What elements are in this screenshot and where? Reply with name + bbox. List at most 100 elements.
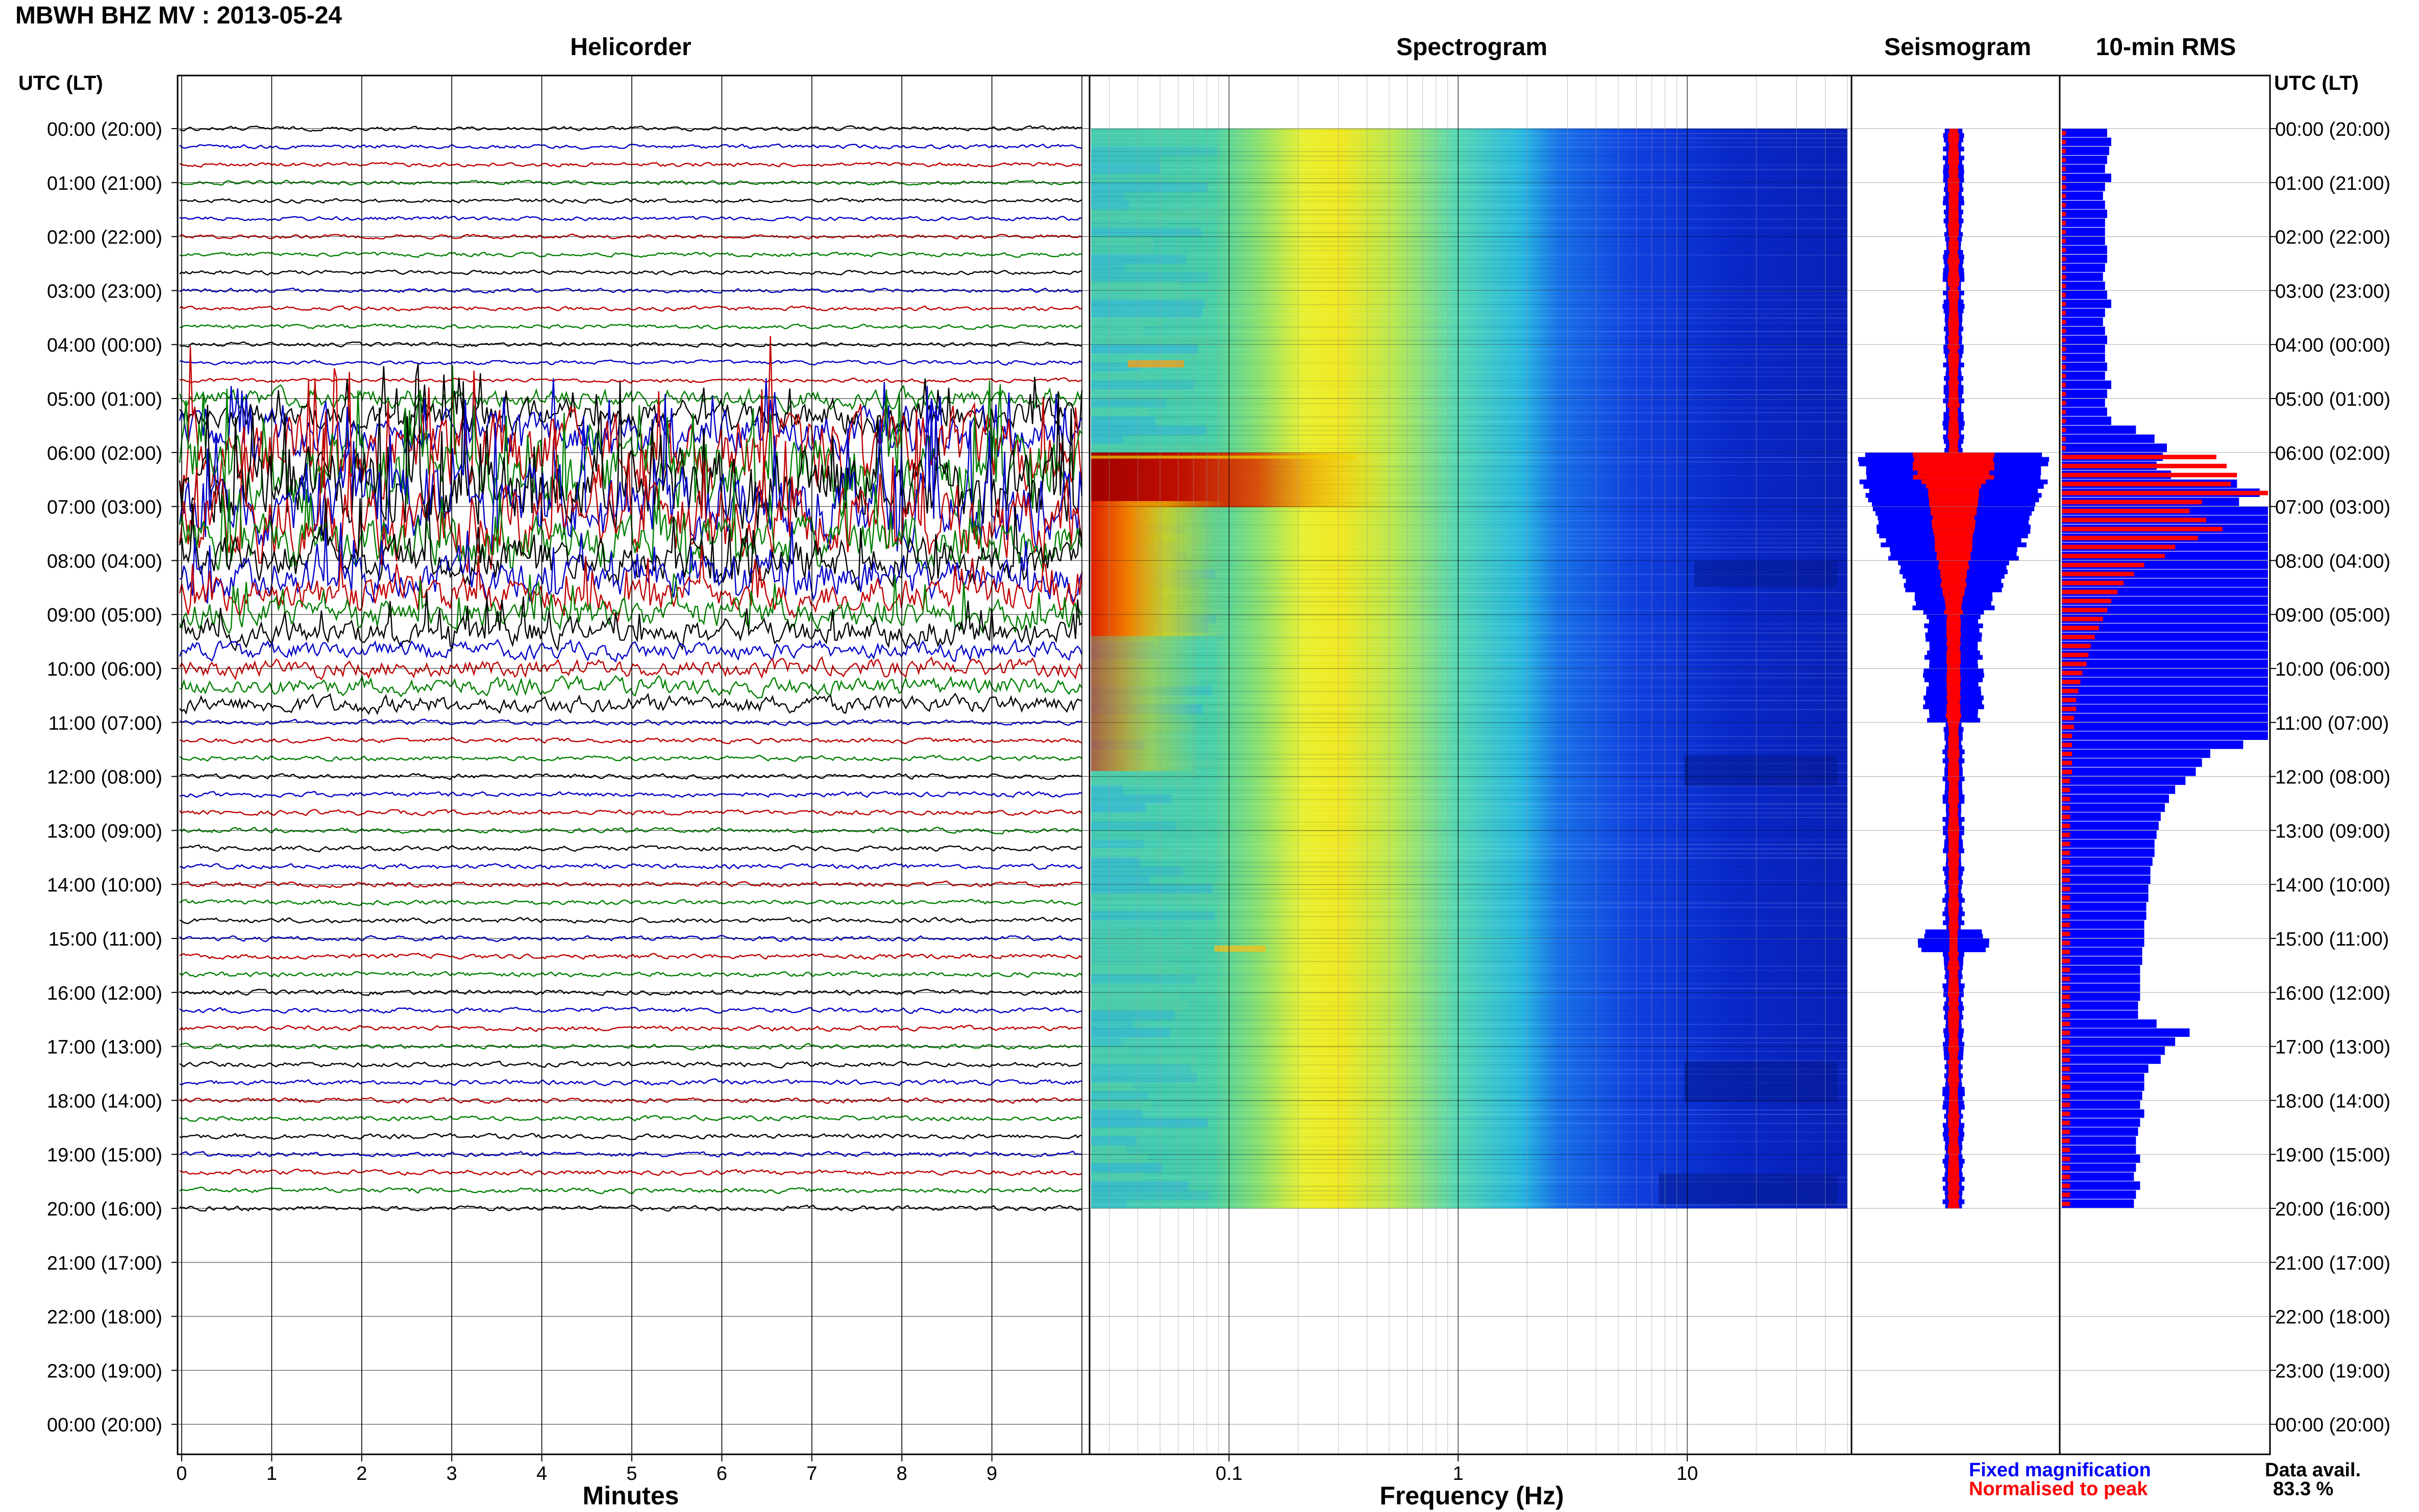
spectrogram-streak	[1091, 236, 1847, 238]
spectrogram-streak	[1091, 430, 1847, 431]
seismogram-normalised-trace	[1948, 1109, 1959, 1114]
seismogram-normalised-trace	[1948, 295, 1959, 300]
spectrogram-lowfreq-band	[1091, 929, 1155, 938]
spectrogram-streak	[1091, 979, 1847, 980]
rms-bar-normalised	[2062, 203, 2066, 208]
spectrogram-lowfreq-band	[1091, 362, 1139, 372]
rms-bar-fixed	[2062, 201, 2105, 209]
time-label-left: 15:00 (11:00)	[48, 929, 162, 950]
spectrogram-streak	[1091, 947, 1847, 949]
spectrogram-streak	[1091, 956, 1847, 958]
rms-bar-normalised	[2062, 140, 2066, 144]
time-label-right: 08:00 (04:00)	[2275, 551, 2390, 572]
spectrogram-streak	[1091, 1204, 1847, 1205]
spectrogram-lowfreq-band	[1091, 1127, 1163, 1136]
spectrogram-lowfreq-band	[1091, 1028, 1170, 1037]
seismogram-normalised-trace	[1948, 862, 1959, 867]
seismogram-normalised-trace	[1947, 767, 1959, 773]
seismogram-normalised-trace	[1946, 713, 1961, 718]
rms-bar-fixed	[2062, 866, 2151, 875]
seismogram-normalised-trace	[1948, 1204, 1960, 1209]
seismogram-normalised-trace	[1947, 691, 1960, 696]
helicorder-trace	[179, 899, 1082, 906]
seismogram-normalised-trace	[1948, 430, 1959, 435]
spectrogram-lowfreq-band	[1091, 173, 1202, 183]
spectrogram-streak	[1091, 1051, 1847, 1052]
spectrogram-streak	[1091, 1168, 1847, 1169]
spectrogram-streak	[1091, 155, 1847, 157]
rms-bar-normalised	[2062, 1003, 2070, 1008]
rms-bar-normalised	[2062, 1067, 2070, 1072]
spectrogram-streak	[1091, 1014, 1847, 1016]
spectrogram-lowfreq-band	[1091, 893, 1218, 903]
seismogram-normalised-trace	[1947, 1150, 1960, 1155]
seismogram-normalised-trace	[1949, 286, 1958, 291]
rms-bar-normalised	[2062, 1121, 2070, 1125]
rms-bar-normalised	[2062, 176, 2066, 181]
rms-bar-fixed	[2062, 650, 2268, 659]
helicorder-xlabel: Minutes	[583, 1481, 679, 1510]
spectrogram-streak	[1091, 915, 1847, 917]
spectrogram-streak	[1091, 317, 1847, 319]
spectrogram-streak	[1091, 1177, 1847, 1178]
spectrogram-lowfreq-band	[1091, 974, 1196, 984]
helicorder-trace	[179, 988, 1082, 997]
helicorder-trace	[179, 377, 1082, 384]
helicorder-trace	[179, 287, 1082, 294]
seismogram-normalised-trace	[1947, 223, 1960, 228]
seismogram-normalised-trace	[1948, 1069, 1959, 1074]
spectrogram-streak	[1091, 920, 1847, 922]
rms-bar-fixed	[2062, 623, 2268, 632]
seismogram-normalised-trace	[1948, 844, 1959, 849]
spectrogram-streak	[1091, 1132, 1847, 1133]
rms-bar-normalised	[2062, 886, 2070, 891]
spectrogram-streak	[1091, 1123, 1847, 1124]
spectrogram-streak	[1091, 1127, 1847, 1129]
spectrogram-lowfreq-band	[1091, 866, 1183, 876]
spectrogram-streak	[1091, 839, 1847, 841]
seismogram-normalised-trace	[1937, 551, 1970, 557]
helicorder-frame	[177, 75, 1091, 1455]
seismogram-normalised-trace	[1948, 1163, 1959, 1169]
rms-bar-fixed	[2062, 794, 2169, 803]
spectrogram-lowfreq-band	[1091, 812, 1150, 822]
rms-bar-normalised	[2062, 391, 2066, 396]
spectrogram-streak	[1091, 223, 1847, 225]
seismogram-normalised-trace	[1942, 587, 1965, 592]
spectrogram-lowfreq-band	[1091, 1019, 1134, 1029]
helicorder-trace	[179, 656, 1083, 681]
grid-lines	[178, 76, 2270, 1454]
spectrogram-streak	[1091, 1073, 1847, 1075]
seismogram-normalised-trace	[1948, 160, 1959, 165]
seismogram-normalised-trace	[1947, 178, 1960, 183]
time-label-right: 22:00 (18:00)	[2275, 1307, 2390, 1328]
spectrogram-streak	[1091, 821, 1847, 823]
spectrogram-xtick-label: 0.1	[1216, 1463, 1243, 1484]
helicorder-trace	[179, 809, 1082, 816]
spectrogram-streak	[1091, 1105, 1847, 1106]
seismogram-normalised-trace	[1947, 682, 1961, 687]
spectrogram-streak	[1091, 929, 1847, 931]
seismogram-normalised-trace	[1948, 911, 1959, 916]
rms-bar-fixed	[2062, 758, 2202, 767]
spectrogram-lowfreq-band	[1091, 326, 1144, 336]
spectrogram-lowfreq-band	[1091, 353, 1224, 363]
rms-bar-fixed	[2062, 974, 2140, 983]
spectrogram-streak	[1091, 875, 1847, 877]
seismogram-normalised-trace	[1948, 151, 1959, 156]
time-label-left: 04:00 (00:00)	[47, 335, 162, 356]
rms-bar-fixed	[2062, 182, 2105, 191]
seismogram-normalised-trace	[1948, 857, 1959, 862]
spectrogram-streak	[1091, 1037, 1847, 1038]
helicorder-trace	[179, 269, 1082, 276]
rms-bar-fixed	[2062, 236, 2105, 245]
rms-bar-fixed	[2062, 1010, 2138, 1019]
helicorder-trace	[179, 363, 1083, 532]
seismogram-normalised-trace	[1948, 169, 1959, 174]
rms-bar-fixed	[2062, 1163, 2136, 1172]
seismogram-normalised-trace	[1948, 1046, 1959, 1051]
rms-bar-fixed	[2062, 893, 2149, 902]
spectrogram-streak	[1091, 344, 1847, 346]
spectrogram-streak	[1091, 421, 1847, 423]
rms-bar-normalised	[2062, 976, 2070, 981]
